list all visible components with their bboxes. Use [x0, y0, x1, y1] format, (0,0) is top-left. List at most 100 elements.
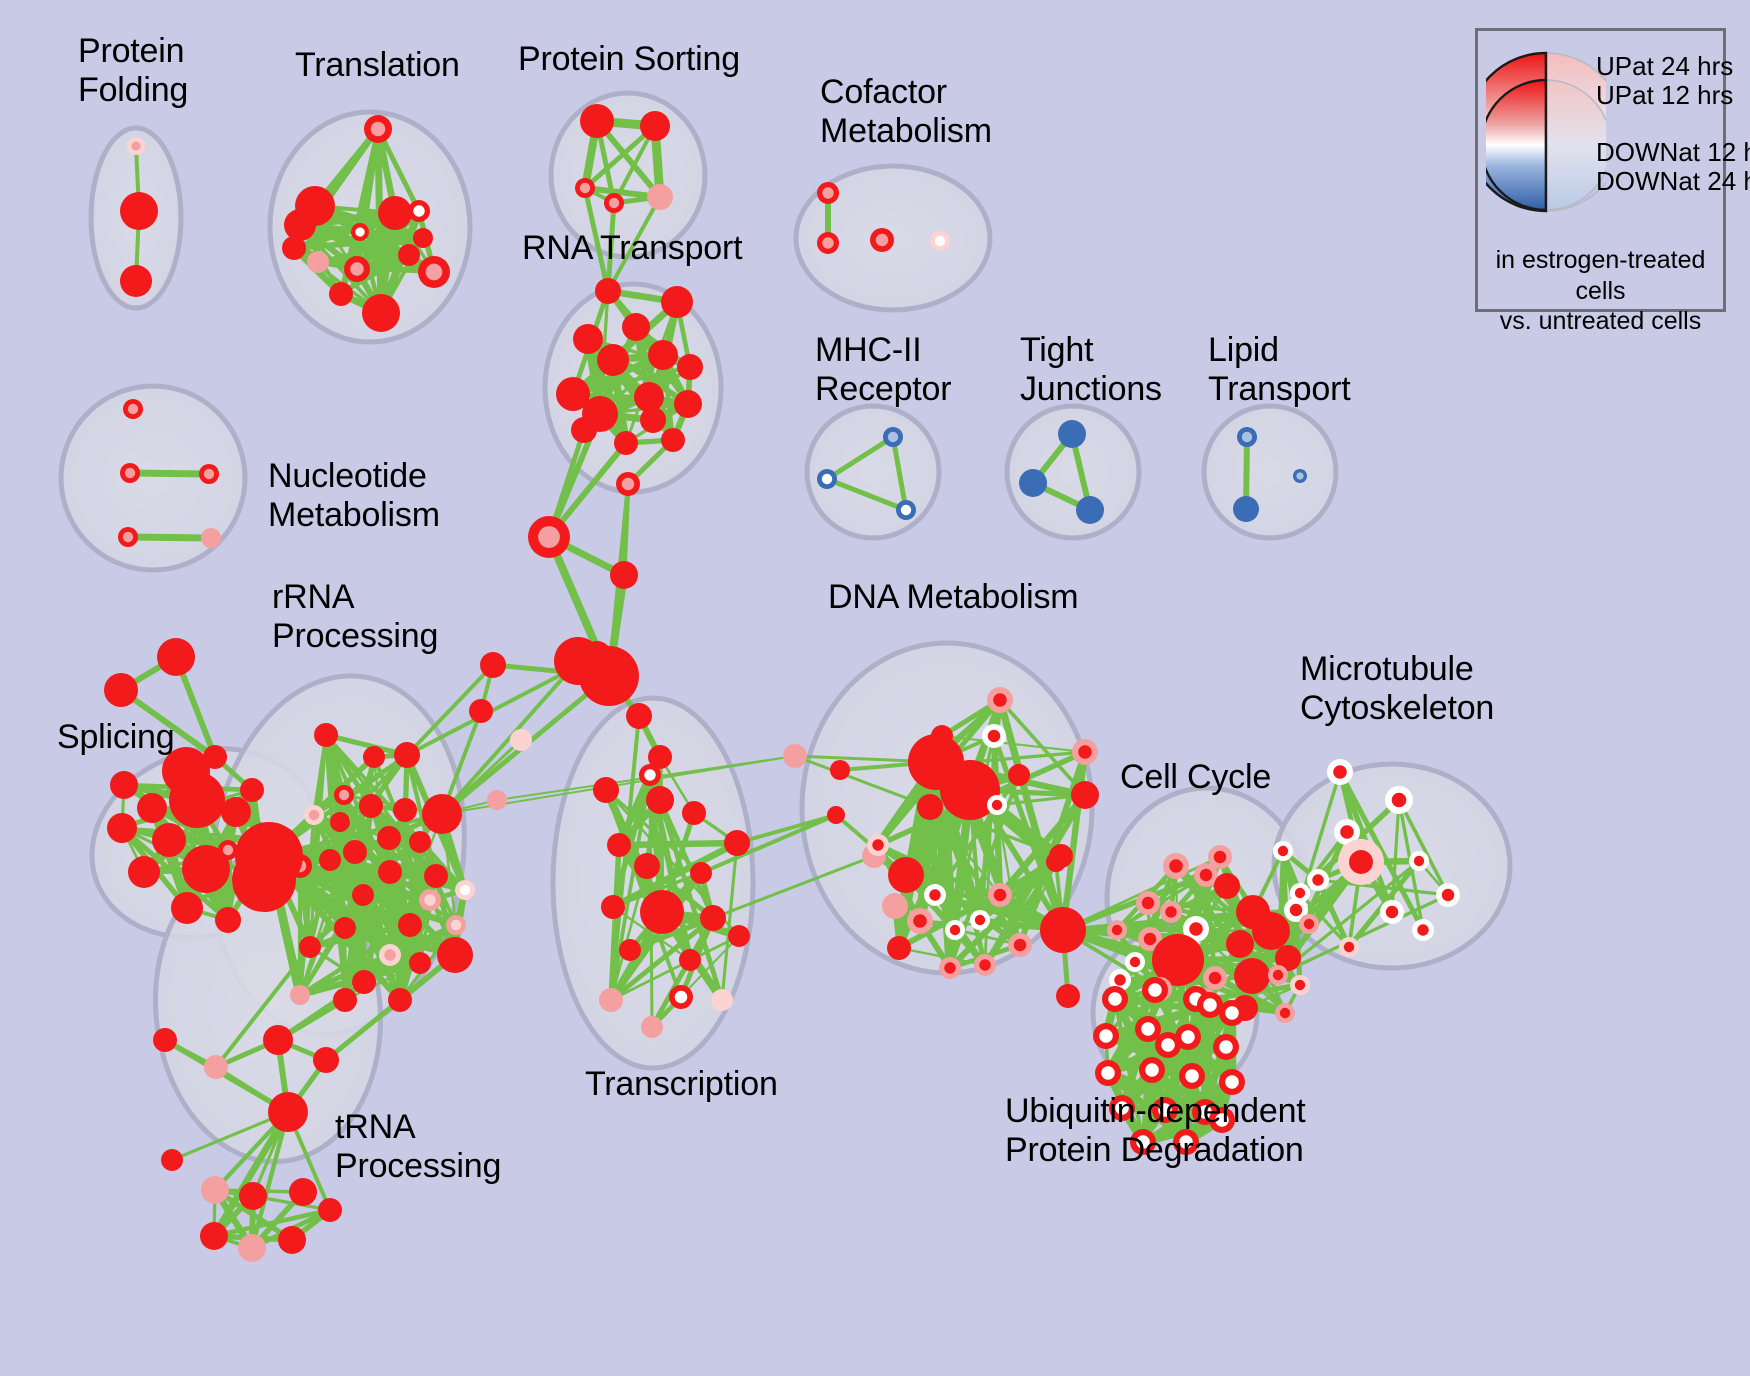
network-node [1072, 739, 1098, 765]
network-node [580, 104, 614, 138]
network-node [896, 500, 916, 520]
network-node [1163, 853, 1189, 879]
network-node [413, 228, 433, 248]
network-node [215, 907, 241, 933]
network-edge [297, 922, 459, 998]
network-node [221, 797, 251, 827]
network-node [1327, 759, 1353, 785]
network-edge [609, 864, 649, 1002]
network-edge [699, 813, 838, 875]
network-node [455, 880, 475, 900]
network-node [616, 472, 640, 496]
network-node [639, 764, 661, 786]
legend-row-down-24: DOWN at 24 hrs [1596, 168, 1750, 194]
network-node [1194, 863, 1218, 887]
network-node [1109, 969, 1131, 991]
network-edge [170, 1110, 290, 1162]
network-node [419, 889, 441, 911]
network-node [1135, 1016, 1161, 1042]
network-node [364, 115, 392, 143]
network-node [883, 427, 903, 447]
network-node [313, 1047, 339, 1073]
network-node [924, 884, 946, 906]
legend-box: UP at 24 hrs UP at 12 hrs DOWN at 12 hrs… [1465, 28, 1750, 335]
network-node [619, 939, 641, 961]
node-layer [104, 104, 1460, 1262]
network-edge [118, 687, 218, 760]
network-node [614, 431, 638, 455]
network-node [377, 826, 401, 850]
network-node [469, 699, 493, 723]
network-node [597, 344, 629, 376]
cluster-label-splicing: Splicing [57, 718, 175, 756]
network-node [393, 798, 417, 822]
network-node [634, 853, 660, 879]
network-node [318, 1198, 342, 1222]
network-edge [720, 841, 739, 1002]
network-node [334, 917, 356, 939]
cluster-label-dna-metabolism: DNA Metabolism [828, 578, 1079, 616]
network-node [1093, 1023, 1119, 1049]
network-node [201, 1176, 229, 1204]
network-node [573, 324, 603, 354]
network-node [263, 1025, 293, 1055]
network-node [157, 638, 195, 676]
network-node [388, 988, 412, 1012]
network-node [783, 744, 807, 768]
network-node [970, 910, 990, 930]
network-node [1008, 764, 1030, 786]
network-node [604, 193, 624, 213]
cluster-ellipse-tight-junctions [1004, 403, 1142, 541]
network-node [610, 561, 638, 589]
network-edge [323, 997, 403, 1063]
network-node [120, 192, 158, 230]
network-node [1273, 841, 1293, 861]
network-node [480, 652, 506, 678]
cluster-label-cell-cycle: Cell Cycle [1120, 758, 1272, 796]
cluster-label-rna-transport: RNA Transport [522, 229, 743, 267]
network-node [571, 417, 597, 443]
network-edge [1176, 958, 1188, 1144]
network-node [1076, 496, 1104, 524]
network-edge [1276, 893, 1450, 977]
network-node [203, 745, 227, 769]
network-node [647, 184, 673, 210]
network-node [1160, 901, 1182, 923]
cluster-label-rrna-processing: rRNA Processing [272, 578, 439, 655]
network-node [1219, 1000, 1245, 1026]
network-node [575, 178, 595, 198]
network-node [1299, 914, 1319, 934]
network-edge [375, 126, 422, 214]
network-node [690, 862, 712, 884]
network-node [1380, 900, 1404, 924]
network-node [1142, 977, 1168, 1003]
network-node [378, 196, 412, 230]
network-node [278, 1226, 306, 1254]
network-node [974, 954, 996, 976]
network-node [314, 723, 338, 747]
network-node [379, 944, 401, 966]
cluster-label-tight-junctions: Tight Junctions [1020, 331, 1162, 408]
legend-row-up-12: UP at 12 hrs [1596, 82, 1733, 108]
network-edge [582, 185, 611, 294]
network-edge [361, 874, 438, 897]
legend-rows: UP at 24 hrs UP at 12 hrs DOWN at 12 hrs… [1596, 53, 1750, 197]
network-edge [609, 934, 741, 1002]
network-node [1385, 786, 1413, 814]
network-node [107, 813, 137, 843]
network-node [352, 884, 374, 906]
network-node [118, 527, 138, 547]
network-node [528, 516, 570, 558]
network-node [127, 137, 145, 155]
legend-caption-line1: in estrogen-treated cells [1495, 246, 1706, 305]
network-node [1234, 958, 1270, 994]
network-node [307, 251, 329, 273]
network-node [1152, 1097, 1178, 1123]
network-node [123, 399, 143, 419]
network-edge [611, 871, 703, 909]
network-node [641, 1016, 663, 1038]
network-node [409, 952, 431, 974]
network-node [917, 794, 943, 820]
network-edge [405, 663, 495, 757]
network-node [1008, 933, 1032, 957]
